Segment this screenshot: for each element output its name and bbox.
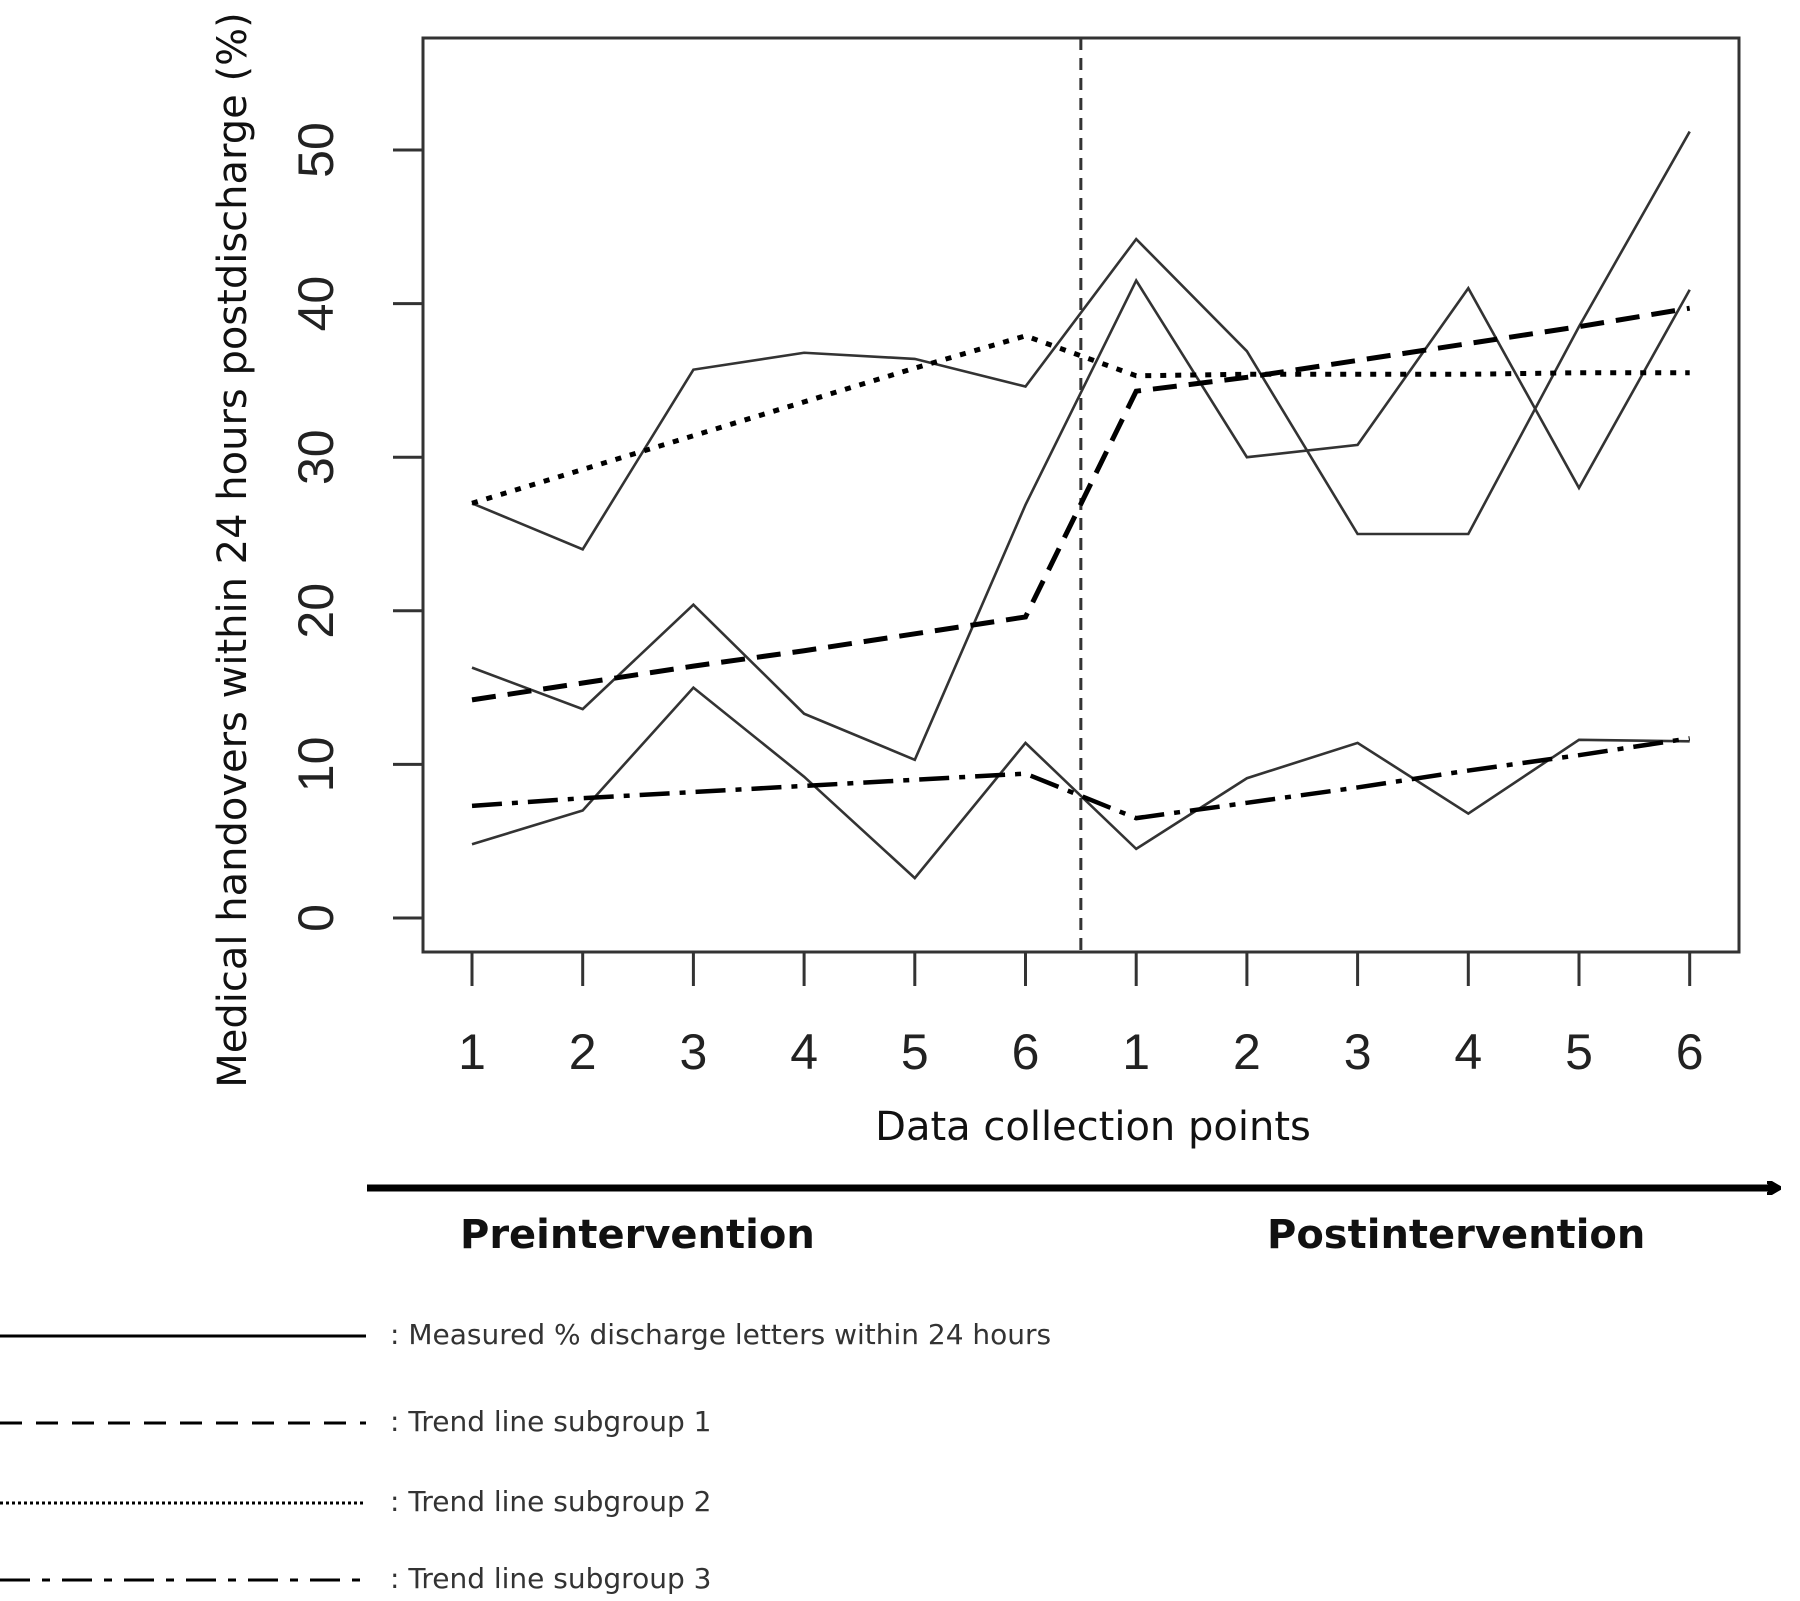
y-tick-label: 50: [288, 122, 344, 178]
series-line-3-solid: [471, 685, 1690, 880]
y-tick-label: 30: [288, 429, 344, 485]
x-tick-label: 2: [1233, 1024, 1261, 1080]
x-tick-label: 6: [1676, 1024, 1704, 1080]
x-tick-label: 2: [569, 1024, 597, 1080]
legend-label-dashdot: : Trend line subgroup 3: [390, 1562, 711, 1595]
x-tick-label: 3: [679, 1024, 707, 1080]
y-tick-label: 40: [288, 276, 344, 332]
x-tick-label: 6: [1012, 1024, 1040, 1080]
legend-label-solid: : Measured % discharge letters within 24…: [390, 1318, 1051, 1351]
legend-label-dashed: : Trend line subgroup 1: [390, 1405, 711, 1438]
y-tick-label: 10: [288, 737, 344, 793]
x-tick-label: 1: [458, 1024, 486, 1080]
series-line-5-dotted: [471, 333, 1690, 506]
x-tick-label: 4: [790, 1024, 818, 1080]
plot-frame: [421, 36, 1741, 954]
series-line-6-dashdot: [471, 736, 1691, 821]
y-axis-title: Medical handovers within 24 hours postdi…: [210, 12, 256, 1087]
legend-label-dotted: : Trend line subgroup 2: [390, 1485, 711, 1518]
series-line-2-solid: [471, 277, 1691, 762]
y-tick-label: 20: [288, 583, 344, 639]
x-axis-title: Data collection points: [875, 1104, 1311, 1150]
x-tick-label: 3: [1344, 1024, 1372, 1080]
phase-label-pre: Preintervention: [460, 1212, 815, 1258]
phase-label-post: Postintervention: [1267, 1212, 1645, 1258]
x-tick-label: 5: [1565, 1024, 1593, 1080]
series-line-1-solid: [471, 130, 1691, 551]
x-tick-label: 4: [1454, 1024, 1482, 1080]
x-tick-label: 1: [1122, 1024, 1150, 1080]
x-tick-label: 5: [901, 1024, 929, 1080]
series-line-4-dashed: [471, 305, 1691, 703]
y-tick-label: 0: [288, 904, 344, 932]
